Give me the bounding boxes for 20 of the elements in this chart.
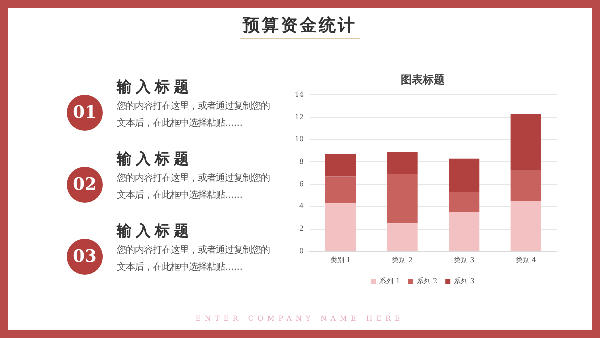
- text: 您的内容打在这里，或者通过复制您的文本后，在此框中选择粘贴......: [117, 244, 271, 275]
- chart-title: 图表标题: [401, 73, 445, 86]
- bar: [326, 176, 356, 204]
- text: 您的内容打在这里，或者通过复制您的文本后，在此框中选择粘贴......: [117, 172, 271, 203]
- text: 您的内容打在这里，或者通过复制您的文本后，在此框中选择粘贴......: [117, 100, 271, 131]
- bar: [326, 154, 356, 177]
- bar: [510, 170, 542, 202]
- bar: [326, 204, 356, 252]
- bar: [387, 152, 418, 175]
- text: 输入标题: [117, 150, 193, 169]
- bar: [449, 158, 480, 192]
- bar: [449, 192, 480, 212]
- text: 输入标题: [117, 78, 193, 97]
- bar: [510, 201, 542, 252]
- text: 预算资金统计: [242, 15, 358, 37]
- text: 输入标题: [117, 222, 193, 241]
- bar: [449, 212, 480, 252]
- bar: [387, 174, 418, 224]
- bar: [510, 114, 542, 170]
- bar: [387, 224, 418, 252]
